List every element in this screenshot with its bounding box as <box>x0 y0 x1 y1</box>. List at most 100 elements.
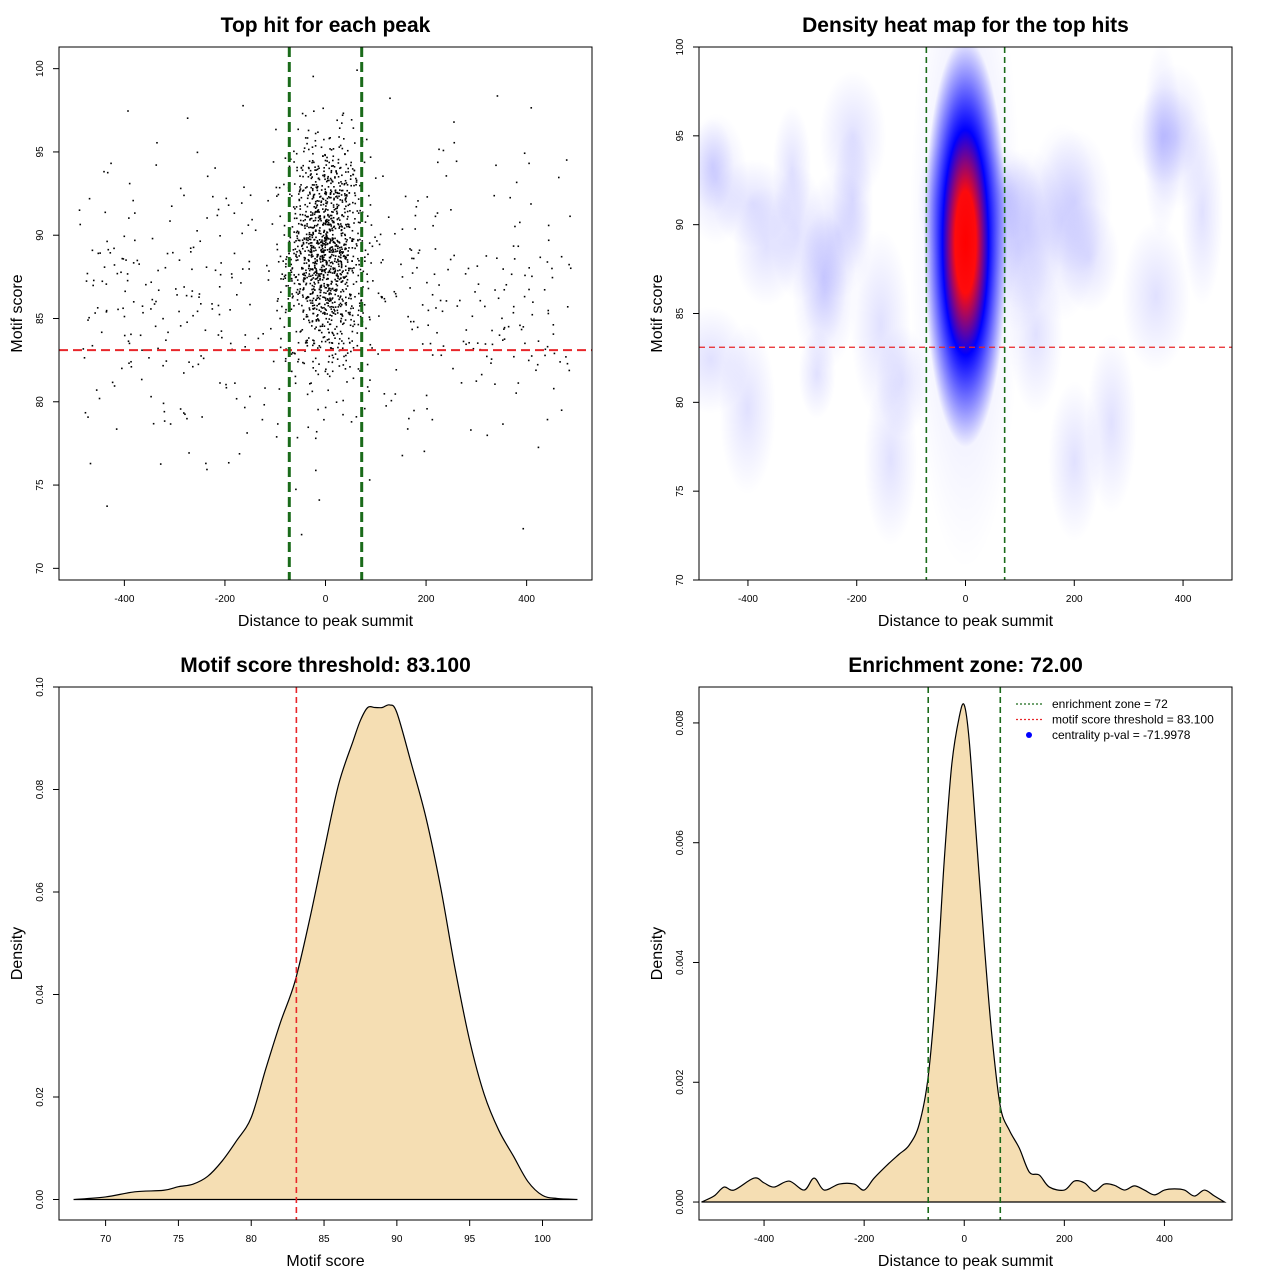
scatter-point <box>328 300 331 302</box>
scatter-point <box>185 294 188 297</box>
scatter-point <box>341 226 343 228</box>
scatter-point <box>312 268 314 271</box>
scatter-point <box>340 256 342 259</box>
scatter-point <box>324 188 327 191</box>
scatter-point <box>307 237 309 239</box>
scatter-point <box>330 165 333 167</box>
scatter-point <box>315 236 317 239</box>
scatter-point <box>465 329 468 331</box>
scatter-point <box>283 234 286 236</box>
scatter-point <box>164 266 167 269</box>
scatter-point <box>494 383 496 385</box>
scatter-point <box>515 181 518 184</box>
scatter-point <box>502 268 504 270</box>
scatter-point <box>314 327 316 330</box>
scatter-point <box>544 348 547 351</box>
scatter-point <box>304 214 307 217</box>
scatter-point <box>233 252 236 255</box>
scatter-point <box>348 297 350 300</box>
scatter-point <box>345 205 347 208</box>
scatter-point <box>315 274 317 276</box>
scatter-point <box>310 325 313 327</box>
scatter-point <box>348 223 350 226</box>
scatter-point <box>104 211 107 214</box>
scatter-point <box>343 193 346 195</box>
scatter-point <box>313 264 316 267</box>
scatter-point <box>404 195 407 198</box>
scatter-point <box>432 224 434 227</box>
scatter-point <box>307 249 310 252</box>
y-axis-label: Motif score <box>9 274 26 352</box>
scatter-point <box>311 212 314 214</box>
scatter-point <box>308 269 311 272</box>
scatter-point <box>353 267 355 269</box>
scatter-point <box>322 203 325 206</box>
scatter-point <box>313 206 316 208</box>
x-tick-label: 200 <box>1066 594 1083 605</box>
scatter-point <box>314 169 316 171</box>
scatter-point <box>531 275 533 278</box>
scatter-point <box>324 297 327 299</box>
scatter-point <box>333 310 336 312</box>
scatter-point <box>329 148 331 150</box>
scatter-point <box>318 274 321 277</box>
scatter-point <box>198 296 200 298</box>
scatter-point <box>566 306 569 308</box>
scatter-point <box>357 232 359 235</box>
scatter-point <box>218 313 221 316</box>
scatter-point <box>320 189 323 191</box>
heatmap-background-cell <box>831 125 874 275</box>
scatter-point <box>312 196 315 199</box>
scatter-point <box>514 225 516 228</box>
scatter-point <box>325 260 328 262</box>
scatter-point <box>410 249 413 251</box>
scatter-point <box>353 192 356 194</box>
density-curve <box>701 703 1227 1203</box>
scatter-point <box>183 286 185 288</box>
scatter-point <box>299 205 302 207</box>
scatter-point <box>328 196 330 198</box>
scatter-point <box>303 272 305 275</box>
scatter-point <box>201 416 203 418</box>
scatter-point <box>196 151 199 154</box>
scatter-point <box>294 207 296 210</box>
scatter-point <box>520 328 523 331</box>
scatter-point <box>356 210 359 212</box>
legend-label: motif score threshold = 83.100 <box>1052 713 1214 727</box>
scatter-point <box>331 298 333 300</box>
scatter-point <box>345 281 348 284</box>
scatter-point <box>321 268 323 271</box>
scatter-point <box>227 204 230 206</box>
scatter-point <box>246 432 248 434</box>
scatter-point <box>344 265 347 268</box>
scatter-point <box>313 226 315 229</box>
y-tick-label: 80 <box>35 396 46 408</box>
scatter-point <box>329 223 331 226</box>
scatter-point <box>359 238 361 241</box>
scatter-point <box>328 293 330 296</box>
scatter-point <box>295 206 298 208</box>
scatter-point <box>314 266 316 269</box>
scatter-point <box>205 462 207 465</box>
scatter-point <box>322 198 325 201</box>
scatter-point <box>328 341 331 344</box>
scatter-point <box>339 246 341 249</box>
scatter-point <box>306 300 309 302</box>
scatter-point <box>325 180 328 183</box>
scatter-point <box>345 310 347 312</box>
scatter-point <box>186 117 189 119</box>
scatter-point <box>528 288 530 291</box>
scatter-point <box>336 273 339 275</box>
scatter-point <box>186 417 188 420</box>
scatter-point <box>341 174 343 177</box>
scatter-point <box>113 264 116 266</box>
scatter-point <box>276 309 278 312</box>
scatter-point <box>345 171 347 173</box>
scatter-point <box>336 212 339 214</box>
scatter-point <box>325 164 328 166</box>
scatter-point <box>307 166 310 169</box>
scatter-point <box>323 269 326 271</box>
scatter-point <box>312 360 314 363</box>
scatter-point <box>314 166 316 168</box>
x-tick-label: 70 <box>100 1234 112 1245</box>
